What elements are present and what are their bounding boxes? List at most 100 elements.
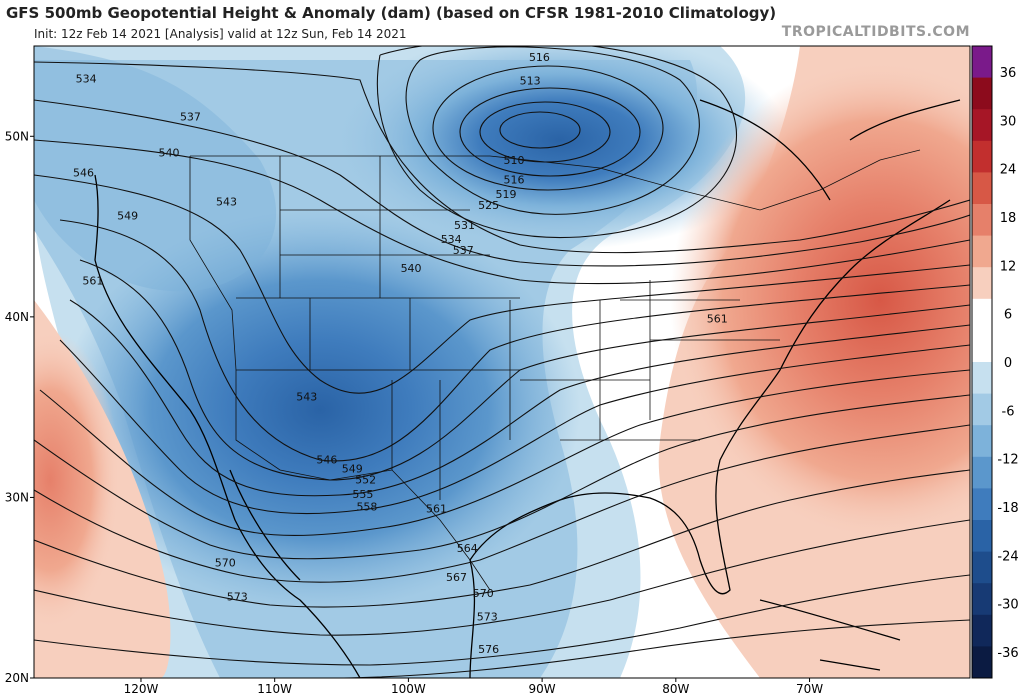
contour-label-519: 519: [496, 188, 517, 201]
contour-label-561: 561: [82, 275, 103, 288]
contour-low-center-1: [499, 111, 581, 149]
colorbar-segment: [972, 488, 992, 521]
colorbar-tick-label: -36: [997, 646, 1018, 661]
contour-561: [34, 394, 970, 560]
lat-tick-label: 30N: [5, 490, 29, 504]
colorbar-tick-label: 24: [1000, 163, 1017, 178]
contour-label-540: 540: [159, 147, 180, 160]
colorbar-tick-label: -30: [997, 598, 1018, 613]
height-contours: [34, 46, 970, 678]
lat-tick-label: 50N: [5, 129, 29, 143]
contour-label-516: 516: [504, 174, 525, 187]
colorbar-segment: [972, 520, 992, 553]
contour-537: [34, 99, 970, 267]
contour-label-540: 540: [401, 262, 422, 275]
contour-534: [34, 61, 970, 254]
contour-label-552: 552: [355, 473, 376, 486]
contour-label-537: 537: [180, 110, 201, 123]
colorbar-segment: [972, 298, 992, 331]
colorbar-segment: [972, 456, 992, 489]
contour-540: [34, 139, 970, 285]
lat-tick-label: 40N: [5, 310, 29, 324]
contour-525: [376, 46, 737, 239]
colorbar-segment: [972, 140, 992, 173]
contour-label-573: 573: [227, 591, 248, 604]
contour-label-567: 567: [446, 571, 467, 584]
contour-576: [300, 619, 970, 678]
coastlines: [94, 99, 961, 678]
colorbar-segment: [972, 614, 992, 647]
us-canada-border: [190, 149, 921, 211]
contour-516: [405, 46, 700, 215]
contour-label-534: 534: [76, 73, 97, 86]
contour-label-549: 549: [342, 463, 363, 476]
contour-555: [59, 339, 970, 515]
colorbar-tick-label: -24: [997, 549, 1018, 564]
caribbean-islands: [759, 599, 901, 671]
contour-label-531: 531: [454, 219, 475, 232]
colorbar-segment: [972, 583, 992, 616]
plot-frame: [33, 45, 971, 679]
colorbar-tick-label: 12: [1000, 259, 1017, 274]
contour-label-543: 543: [216, 195, 237, 208]
contour-label-525: 525: [478, 199, 499, 212]
contour-label-546: 546: [73, 166, 94, 179]
longitude-axis: 120W 110W 100W 90W 80W 70W: [124, 678, 823, 696]
colorbar-tick-label: -12: [997, 453, 1018, 468]
colorbar-tick-label: 0: [1004, 356, 1012, 371]
colorbar-segment: [972, 393, 992, 426]
colorbar-tick-label: 36: [1000, 66, 1017, 81]
atlantic-gulf-coastline: [469, 199, 951, 678]
contour-label-570: 570: [473, 587, 494, 600]
colorbar-segment: [972, 551, 992, 584]
colorbar-tick-label: -6: [1002, 404, 1015, 419]
contour-558: [39, 369, 970, 537]
lon-tick-label: 120W: [124, 682, 159, 696]
colorbar-tick-label: 18: [1000, 211, 1017, 226]
contour-label-561: 561: [426, 502, 447, 515]
contour-570: [34, 519, 970, 636]
brand-watermark: TROPICALTIDBITS.COM: [781, 24, 970, 40]
contour-573: [34, 574, 970, 666]
colorbar-segment: [972, 362, 992, 395]
colorbar-tick-label: 6: [1004, 308, 1012, 323]
contour-label-573: 573: [477, 611, 498, 624]
eastern-ridge-anomaly: [670, 60, 970, 540]
us-mexico-border-path: [189, 156, 491, 591]
pacific-coastline: [94, 174, 361, 678]
latitude-axis: 50N 40N 30N 20N: [5, 129, 34, 685]
northwest-anomaly: [34, 46, 277, 292]
contour-543: [34, 174, 970, 394]
contour-label-516: 516: [529, 51, 550, 64]
colorbar-tick-label: -18: [997, 501, 1018, 516]
colorbar-segment: [972, 77, 992, 110]
lon-tick-label: 80W: [662, 682, 689, 696]
colorbar-tick-label: 30: [1000, 114, 1017, 129]
colorbar-segment: [972, 109, 992, 142]
map-plot-area: 5345375405465435495615405165135105165195…: [34, 46, 970, 678]
lon-tick-label: 70W: [796, 682, 823, 696]
anomaly-shading: [34, 46, 970, 678]
lat-tick-label: 20N: [5, 671, 29, 685]
colorbar-segment: [972, 46, 992, 79]
contour-label-513: 513: [520, 74, 541, 87]
colorbar-segment: [972, 235, 992, 268]
gulf-of-california-coast: [229, 469, 301, 581]
state-borders-horizontal: [280, 209, 780, 341]
contour-label-576: 576: [478, 643, 499, 656]
map-title: GFS 500mb Geopotential Height & Anomaly …: [6, 4, 777, 22]
contour-label-537: 537: [453, 244, 474, 257]
contour-label-546: 546: [316, 454, 337, 467]
lon-tick-label: 110W: [257, 682, 292, 696]
contour-low-center-4: [432, 65, 664, 191]
contour-549: [79, 259, 970, 481]
contour-564: [34, 424, 970, 583]
colorbar-frame: [971, 45, 993, 679]
map-subtitle: Init: 12z Feb 14 2021 [Analysis] valid a…: [34, 27, 407, 41]
contour-labels: 5345375405465435495615405165135105165195…: [73, 51, 728, 656]
colorbar-segment: [972, 204, 992, 237]
political-borders: [189, 149, 921, 591]
contour-label-570: 570: [215, 556, 236, 569]
canada-east-coast: [699, 99, 961, 201]
